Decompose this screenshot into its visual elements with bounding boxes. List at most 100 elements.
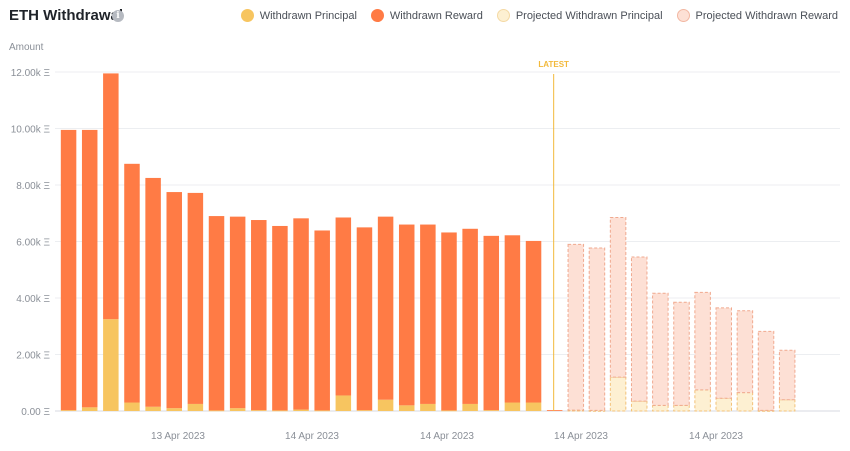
- bar-segment-withdrawn-principal: [81, 407, 98, 411]
- bar-segment-withdrawn-principal: [272, 410, 288, 412]
- bar-segment-projected-withdrawn-principal: [609, 376, 627, 412]
- bar-segment-withdrawn-principal: [166, 408, 182, 411]
- bar-segment-withdrawn-principal: [187, 403, 204, 411]
- bar-segment-withdrawn-reward: [356, 227, 373, 411]
- legend-swatch-projected-withdrawn-reward: [676, 9, 690, 22]
- legend-swatch-withdrawn-principal: [240, 9, 254, 22]
- y-tick-label: 6.00k Ξ: [16, 238, 50, 249]
- bar-segment-projected-withdrawn-principal: [567, 409, 585, 412]
- x-tick-label: 14 Apr 2023: [689, 431, 743, 442]
- bar-segment-withdrawn-reward: [293, 218, 309, 410]
- x-tick-label: 14 Apr 2023: [285, 431, 339, 442]
- chart-title: ETH Withdrawal: [9, 7, 124, 24]
- bar-segment-withdrawn-reward: [377, 216, 394, 400]
- bar-segment-withdrawn-reward: [462, 228, 478, 404]
- bar-segment-projected-withdrawn-principal: [694, 389, 711, 412]
- latest-label: LATEST: [538, 60, 569, 69]
- legend-withdrawn-principal[interactable]: Withdrawn Principal: [240, 9, 357, 22]
- legend-swatch-projected-withdrawn-principal: [496, 9, 510, 22]
- chart-header: ETH Withdrawal i Withdrawn Principal Wit…: [0, 0, 850, 34]
- bar-segment-withdrawn-reward: [272, 225, 288, 411]
- bar-segment-withdrawn-principal: [483, 410, 500, 411]
- bar-segment-projected-withdrawn-reward: [694, 291, 711, 391]
- y-tick-label: 8.00k Ξ: [16, 181, 50, 192]
- bar-segment-withdrawn-principal: [60, 410, 77, 411]
- y-tick-label: 12.00k Ξ: [11, 68, 51, 79]
- bar-segment-projected-withdrawn-reward: [567, 243, 585, 411]
- bar-segment-projected-withdrawn-reward: [609, 216, 627, 378]
- bar-segment-projected-withdrawn-reward: [715, 307, 733, 399]
- bar-segment-projected-withdrawn-reward: [757, 330, 775, 411]
- bar-segment-withdrawn-principal: [525, 402, 542, 411]
- y-tick-label: 2.00k Ξ: [16, 351, 50, 362]
- x-tick-label: 13 Apr 2023: [151, 431, 205, 442]
- bar-segment-withdrawn-reward: [145, 177, 161, 407]
- x-tick-labels: 13 Apr 2023 14 Apr 2023 14 Apr 2023 14 Apr …: [151, 431, 743, 442]
- bar-segment-withdrawn-reward: [525, 240, 542, 403]
- x-tick-label: 14 Apr 2023: [554, 431, 608, 442]
- bar-segment-withdrawn-principal: [251, 410, 267, 411]
- legend-projected-withdrawn-principal[interactable]: Projected Withdrawn Principal: [496, 9, 663, 22]
- bar-segment-withdrawn-reward: [314, 230, 330, 411]
- bar-segment-withdrawn-reward: [251, 220, 267, 411]
- bar-segment-withdrawn-reward: [124, 163, 140, 403]
- bar-segment-projected-withdrawn-principal: [715, 397, 733, 412]
- legend-label: Withdrawn Reward: [389, 9, 483, 22]
- bar-segment-projected-withdrawn-reward: [652, 292, 669, 406]
- bar-segment-withdrawn-reward: [166, 192, 182, 409]
- bar-segment-projected-withdrawn-reward: [778, 349, 796, 401]
- bar-segment-projected-withdrawn-principal: [652, 404, 669, 412]
- bar-segment-withdrawn-principal: [504, 402, 521, 411]
- bar-segment-projected-withdrawn-reward: [736, 310, 754, 394]
- bar-segment-withdrawn-principal: [229, 408, 246, 411]
- y-tick-label: 10.00k Ξ: [11, 125, 51, 136]
- bar-segment-withdrawn-reward: [441, 232, 457, 411]
- bar-segment-withdrawn-reward: [420, 224, 436, 404]
- bar-segment-withdrawn-principal: [314, 410, 330, 412]
- legend-swatch-withdrawn-reward: [370, 9, 384, 22]
- bar-segment-withdrawn-principal: [208, 410, 225, 412]
- bar-segment-withdrawn-reward: [398, 224, 415, 406]
- bar-segment-projected-withdrawn-reward: [588, 247, 606, 411]
- bar-segment-withdrawn-reward: [60, 129, 77, 411]
- bar-segment-withdrawn-reward: [103, 73, 119, 320]
- bar-segment-projected-withdrawn-principal: [778, 399, 796, 412]
- stacked-bar-chart: Amount 0.00 Ξ 2.00k Ξ 4.00k Ξ 6.00k Ξ 8.00k …: [9, 42, 840, 442]
- y-tick-label: 0.00 Ξ: [21, 407, 50, 418]
- chart-legend: Withdrawn Principal Withdrawn Reward Pro…: [240, 9, 838, 22]
- bar-segment-withdrawn-reward: [229, 216, 246, 409]
- bar-segment-withdrawn-principal: [103, 319, 119, 411]
- bar-segment-projected-withdrawn-principal: [736, 392, 754, 412]
- bar-segment-withdrawn-principal: [356, 410, 373, 411]
- bar-segment-projected-withdrawn-principal: [673, 404, 690, 412]
- bar-segment-projected-withdrawn-principal: [630, 400, 648, 412]
- bar-segment-projected-withdrawn-reward: [630, 256, 648, 402]
- bar-segment-withdrawn-principal: [377, 399, 394, 411]
- latest-marker: LATEST: [538, 60, 569, 411]
- bar-segment-withdrawn-principal: [420, 403, 436, 411]
- bar-segment-withdrawn-principal: [293, 409, 309, 411]
- bar-segment-withdrawn-principal: [441, 410, 457, 412]
- bar-segment-withdrawn-principal: [145, 406, 161, 411]
- bar-segment-withdrawn-principal: [398, 405, 415, 411]
- bar-segment-withdrawn-principal: [124, 402, 140, 411]
- legend-withdrawn-reward[interactable]: Withdrawn Reward: [370, 9, 483, 22]
- bar-segment-withdrawn-reward: [504, 235, 521, 403]
- bar-segment-withdrawn-reward: [187, 192, 204, 404]
- bar-segment-withdrawn-reward: [335, 217, 352, 396]
- bar-segment-withdrawn-reward: [208, 216, 225, 411]
- x-tick-label: 14 Apr 2023: [420, 431, 474, 442]
- bar-segment-withdrawn-reward: [546, 410, 563, 411]
- y-axis-title: Amount: [9, 42, 44, 53]
- y-tick-label: 4.00k Ξ: [16, 294, 50, 305]
- bars: [60, 73, 796, 412]
- legend-projected-withdrawn-reward[interactable]: Projected Withdrawn Reward: [676, 9, 838, 22]
- bar-segment-withdrawn-reward: [81, 129, 98, 408]
- legend-label: Projected Withdrawn Reward: [695, 9, 838, 22]
- legend-label: Withdrawn Principal: [259, 9, 357, 22]
- info-icon[interactable]: i: [112, 10, 124, 22]
- bar-segment-withdrawn-reward: [483, 235, 500, 411]
- y-tick-labels: 0.00 Ξ 2.00k Ξ 4.00k Ξ 6.00k Ξ 8.00k Ξ 10.00k…: [11, 68, 51, 418]
- legend-label: Projected Withdrawn Principal: [515, 9, 663, 22]
- bar-segment-projected-withdrawn-reward: [673, 301, 690, 406]
